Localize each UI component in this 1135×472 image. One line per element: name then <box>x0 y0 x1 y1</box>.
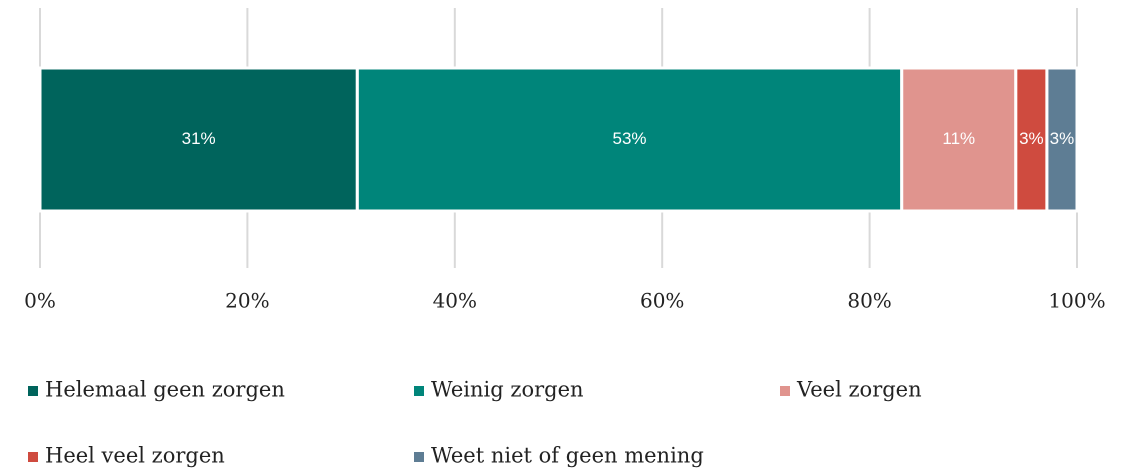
x-tick-label: 40% <box>433 289 477 313</box>
legend-label: Weinig zorgen <box>431 378 584 402</box>
bar-segment <box>1014 66 1049 213</box>
x-tick-label: 20% <box>225 289 269 313</box>
legend-swatch <box>414 452 424 462</box>
x-tick-label: 60% <box>640 289 684 313</box>
bar-segment <box>1045 66 1079 213</box>
legend-label: Veel zorgen <box>796 378 922 402</box>
bar-segment <box>38 66 359 213</box>
x-tick-label: 80% <box>847 289 891 313</box>
legend-label: Weet niet of geen mening <box>431 444 704 468</box>
data-label: 3% <box>1019 129 1044 148</box>
legend-label: Helemaal geen zorgen <box>45 378 285 402</box>
data-label: 3% <box>1050 129 1075 148</box>
data-label: 11% <box>942 129 975 148</box>
x-tick-label: 100% <box>1048 289 1105 313</box>
legend-swatch <box>780 386 790 396</box>
x-tick-label: 0% <box>24 289 56 313</box>
legend-label: Heel veel zorgen <box>45 444 225 468</box>
legend-swatch <box>28 386 38 396</box>
data-label: 31% <box>182 129 216 148</box>
legend-swatch <box>414 386 424 396</box>
legend-swatch <box>28 452 38 462</box>
data-label: 53% <box>613 129 647 148</box>
